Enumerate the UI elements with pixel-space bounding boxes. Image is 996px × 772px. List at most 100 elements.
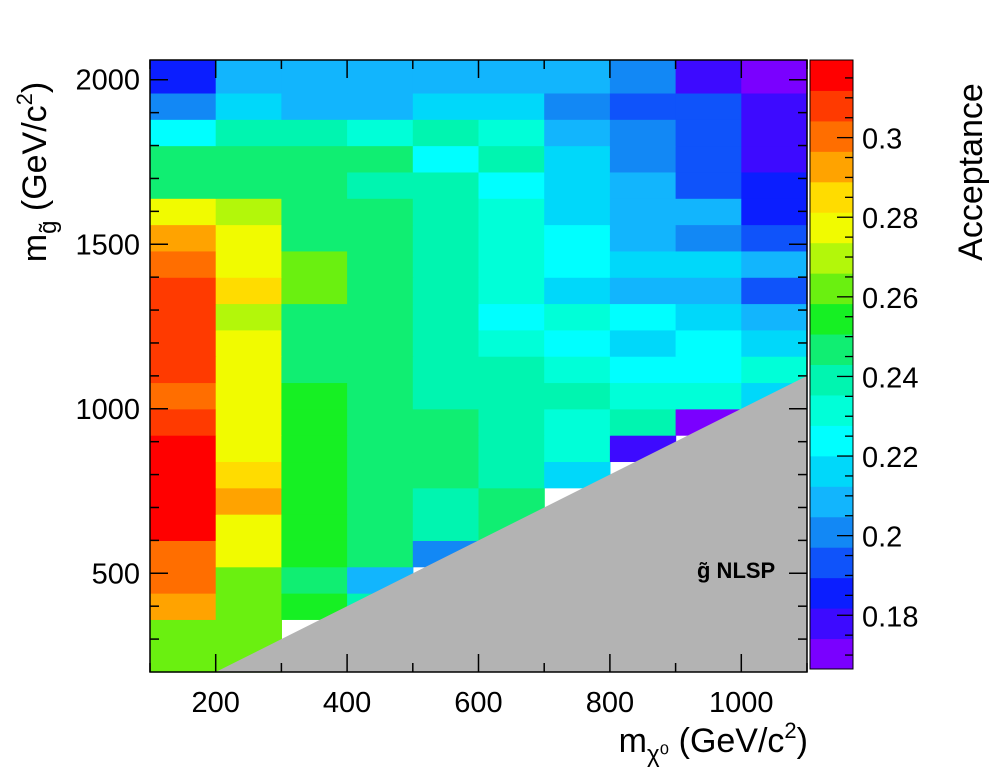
heatmap-cell — [281, 514, 348, 541]
heatmap-cell — [741, 145, 808, 173]
heatmap-cell — [544, 250, 611, 278]
heatmap-cell — [281, 119, 348, 147]
heatmap-cell — [150, 145, 217, 173]
heatmap-cell — [412, 145, 480, 173]
heatmap-cell — [215, 514, 282, 541]
heatmap-cell — [609, 171, 677, 199]
x-tick-label: 800 — [586, 687, 634, 719]
heatmap-cell — [412, 250, 480, 278]
heatmap-cell — [675, 119, 742, 147]
heatmap-cell — [150, 92, 217, 120]
colorbar-swatch — [810, 486, 853, 518]
heatmap-cell — [281, 303, 348, 331]
heatmap-cell — [150, 277, 217, 305]
heatmap-cell — [478, 461, 545, 489]
heatmap-cell — [347, 487, 414, 515]
heatmap-cell — [412, 92, 480, 120]
heatmap-cell — [281, 356, 348, 384]
heatmap-cell — [741, 224, 808, 252]
heatmap-cell — [281, 461, 348, 489]
heatmap-cell — [215, 171, 282, 199]
heatmap-cell — [478, 224, 545, 252]
colorbar-swatch — [810, 608, 853, 640]
heatmap-cell — [675, 224, 742, 252]
heatmap-cell — [215, 356, 282, 384]
heatmap-cell — [281, 224, 348, 252]
heatmap-cell — [412, 224, 480, 252]
colorbar-tick-label: 0.22 — [862, 442, 918, 474]
heatmap-cell — [150, 593, 217, 620]
heatmap-cell — [281, 435, 348, 463]
heatmap-cell — [675, 92, 742, 120]
heatmap-cell — [150, 171, 217, 199]
heatmap-cell — [609, 119, 677, 147]
heatmap-cell — [215, 145, 282, 173]
heatmap-cell — [347, 277, 414, 305]
heatmap-cell — [150, 198, 217, 226]
heatmap-cell — [215, 224, 282, 252]
heatmap-cell — [215, 277, 282, 305]
heatmap-cell — [478, 303, 545, 331]
heatmap-cell — [478, 119, 545, 147]
colorbar-tick-label: 0.2 — [862, 522, 902, 554]
heatmap-cell — [478, 171, 545, 199]
heatmap-cell — [544, 224, 611, 252]
heatmap-cell — [609, 145, 677, 173]
heatmap-cell — [741, 277, 808, 305]
heatmap-cell — [675, 277, 742, 305]
heatmap-cell — [544, 119, 611, 147]
heatmap-cell — [412, 356, 480, 384]
heatmap-cell — [412, 487, 480, 515]
heatmap-cell — [741, 171, 808, 199]
heatmap-cell — [544, 435, 611, 463]
colorbar-tick-label: 0.18 — [862, 601, 918, 633]
colorbar-frame — [809, 59, 854, 670]
heatmap-cell — [215, 593, 282, 620]
heatmap-cell — [281, 92, 348, 120]
heatmap-cell — [347, 60, 414, 94]
heatmap-cell — [412, 329, 480, 357]
x-tick-label: 400 — [323, 687, 371, 719]
heatmap-cell — [281, 566, 348, 594]
heatmap-cell — [412, 382, 480, 410]
heatmap-cell — [478, 487, 545, 515]
heatmap-cell — [347, 329, 414, 357]
heatmap-cell — [347, 145, 414, 173]
heatmap-cell — [675, 382, 742, 410]
heatmap-cell — [609, 382, 677, 410]
heatmap-cell — [281, 198, 348, 226]
heatmap-cell — [281, 145, 348, 173]
heatmap-cell — [215, 60, 282, 94]
heatmap-cell — [150, 540, 217, 568]
heatmap-cell — [150, 619, 217, 673]
colorbar-swatch — [810, 394, 853, 426]
colorbar-swatch — [810, 242, 853, 274]
heatmap-cell — [347, 224, 414, 252]
heatmap-cell — [412, 171, 480, 199]
heatmap-cell — [150, 461, 217, 489]
colorbar-ticks: 0.18 0.2 0.22 0.24 0.26 0.28 0.3 — [837, 77, 918, 656]
heatmap-cell — [675, 356, 742, 384]
y-tick-label: 500 — [92, 558, 140, 590]
heatmap-cell — [150, 514, 217, 541]
heatmap-cell — [675, 145, 742, 173]
heatmap-cell — [675, 60, 742, 94]
heatmap-cell — [741, 119, 808, 147]
colorbar-swatch — [810, 516, 853, 548]
heatmap-cell — [478, 60, 545, 94]
heatmap-cell — [281, 382, 348, 410]
heatmap-cell — [215, 92, 282, 120]
heatmap-cell — [741, 92, 808, 120]
heatmap-cell — [215, 487, 282, 515]
heatmap-cell — [347, 408, 414, 436]
x-axis-ticks: 200 400 600 800 1000 — [149, 60, 808, 719]
colorbar-title: Acceptance — [952, 83, 990, 261]
heatmap-cell — [150, 382, 217, 410]
heatmap-cell — [478, 356, 545, 384]
heatmap-cell — [609, 250, 677, 278]
heatmap-cell — [347, 514, 414, 541]
heatmap-cell — [412, 514, 480, 541]
heatmap-cell — [412, 119, 480, 147]
heatmap-cell — [609, 92, 677, 120]
